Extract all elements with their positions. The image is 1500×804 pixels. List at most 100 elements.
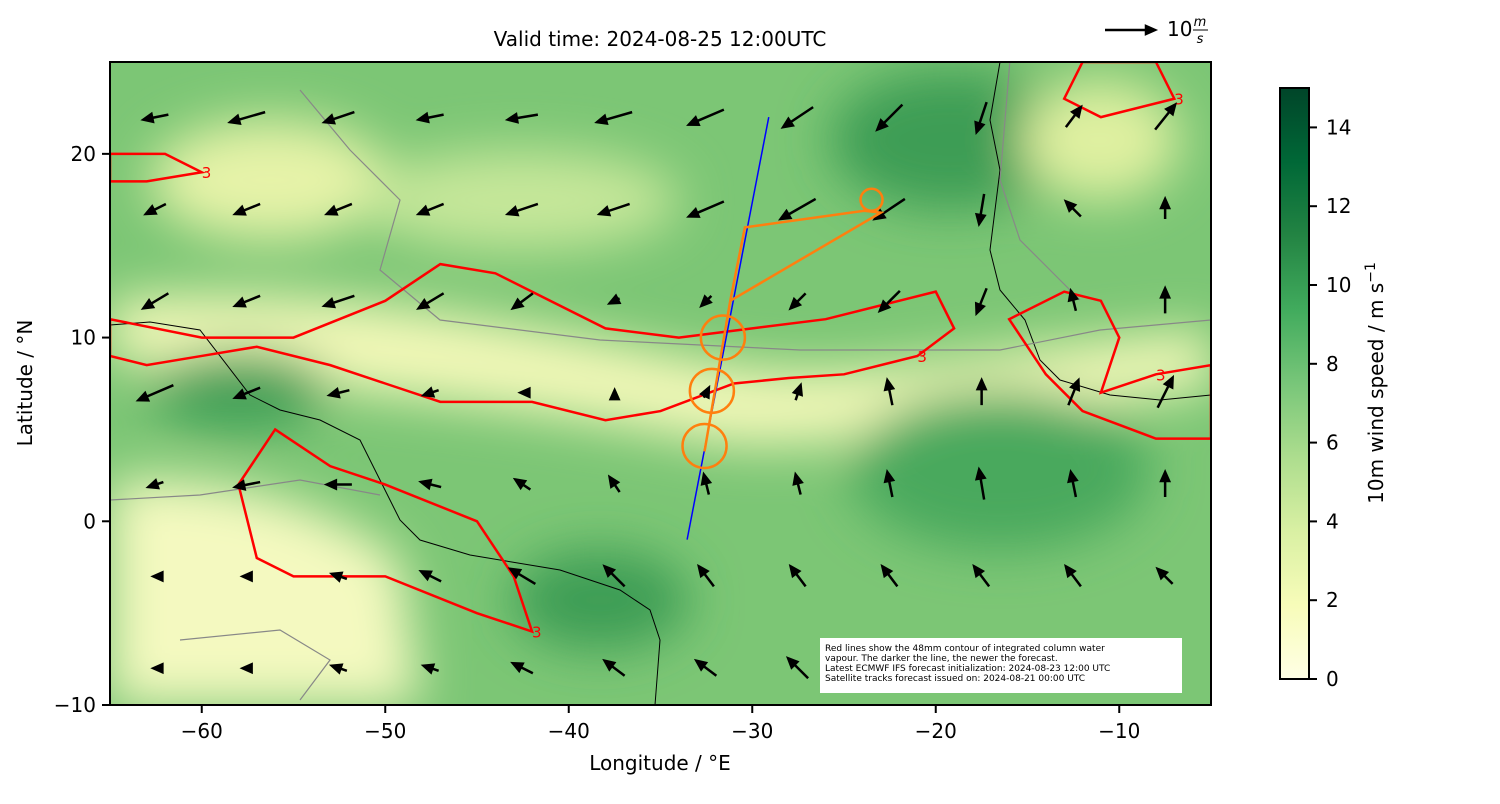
wind-arrow (239, 662, 253, 675)
colorbar-tick-label: 6 (1326, 431, 1339, 455)
note: Red lines show the 48mm contour of integ… (825, 644, 1110, 684)
track-circle (681, 422, 728, 470)
wind-arrow (602, 564, 626, 588)
wind-arrow (415, 111, 444, 124)
wind-arrow (1067, 469, 1079, 498)
wind-arrow (777, 197, 817, 221)
wind-arrow (1067, 377, 1081, 406)
wind-arrow (699, 294, 713, 309)
wind-arrow (607, 474, 621, 493)
wind-arrow (972, 563, 991, 588)
wind-arrow (232, 202, 261, 216)
wind-arrow (321, 294, 355, 309)
wind-arrow (788, 563, 807, 588)
quiver-key-unit-bottom: s (1197, 32, 1204, 47)
wind-arrow (698, 384, 711, 400)
note-line: Red lines show the 48mm contour of integ… (825, 644, 1105, 654)
track-circle (859, 187, 884, 213)
wind-arrow (974, 193, 987, 228)
wind-arrow (974, 101, 988, 136)
wind-arrow (686, 108, 725, 127)
wind-arrow (1067, 287, 1080, 312)
y-tick-label: −10 (54, 693, 96, 717)
colorbar-label: 10m wind speed / m s−1 (1363, 262, 1388, 504)
y-tick-label: 0 (83, 509, 96, 533)
y-tick-label: 10 (71, 326, 96, 350)
wind-arrow (700, 471, 713, 495)
x-tick-label: −60 (181, 719, 223, 743)
wind-arrow (232, 294, 261, 308)
wind-arrow (1154, 102, 1178, 131)
water-vapour-contour (110, 262, 956, 422)
wind-arrow (792, 471, 804, 495)
wind-arrow (785, 656, 810, 680)
colorbar-tick-label: 2 (1326, 588, 1339, 612)
x-tick-label: −30 (731, 719, 773, 743)
wind-arrow (510, 292, 534, 311)
wind-arrow (1159, 468, 1172, 498)
wind-arrow (517, 386, 531, 399)
wind-arrow (791, 382, 804, 401)
colorbar (1279, 87, 1310, 680)
coastline (989, 62, 1211, 401)
wind-arrow (507, 567, 537, 585)
wind-arrow (510, 661, 534, 675)
colorbar-tick-label: 14 (1326, 115, 1351, 139)
wind-arrow (512, 477, 532, 491)
wind-arrow (415, 292, 445, 310)
wind-arrow (596, 202, 631, 217)
plot-frame (109, 61, 1212, 706)
wind-arrow (328, 663, 348, 675)
note-line: Satellite tracks forecast issued on: 202… (825, 674, 1085, 684)
wind-arrow (883, 377, 896, 406)
wind-arrow (143, 202, 167, 216)
wind-arrow (974, 287, 988, 317)
data-layer: 3 3 3 3 3 (110, 62, 1211, 680)
wind-arrow (594, 110, 633, 125)
contour-label: 3 (1174, 91, 1184, 109)
contour-label: 3 (532, 624, 542, 642)
x-axis-label: Longitude / °E (589, 751, 731, 775)
colorbar-tick-label: 12 (1326, 194, 1351, 218)
wind-arrow (232, 479, 261, 491)
wind-field-shading (110, 70, 1211, 705)
wind-arrow (608, 387, 621, 401)
wind-arrow (875, 103, 904, 132)
colorbar-tick-label: 10 (1326, 273, 1351, 297)
wind-arrow (606, 293, 622, 305)
track-circle (688, 367, 736, 415)
wind-arrow (418, 570, 442, 583)
wind-arrow (324, 202, 353, 216)
colorbar-label-text: 10m wind speed / m s (1364, 283, 1388, 504)
wind-arrow (140, 292, 170, 310)
flight-track (703, 209, 885, 452)
wind-arrow (150, 662, 164, 675)
wind-arrow (227, 110, 266, 125)
satellite-track (686, 116, 770, 540)
wind-arrow (1063, 199, 1082, 218)
wind-arrow (145, 478, 164, 490)
wind-arrow (974, 466, 987, 500)
x-tick-label: −20 (915, 719, 957, 743)
y-tick-label: 20 (71, 142, 96, 166)
wind-arrow (232, 386, 261, 400)
wind-arrow (877, 289, 901, 314)
water-vapour-contour (1062, 62, 1177, 119)
chart-title: Valid time: 2024-08-25 12:00UTC (494, 27, 827, 51)
note-line: Latest ECMWF IFS forecast initialization… (825, 664, 1110, 674)
quiver-key-unit-top: m (1194, 15, 1207, 30)
colorbar-label-sup: −1 (1363, 262, 1379, 283)
wind-arrow (239, 570, 253, 583)
contour-label: 3 (1156, 366, 1166, 384)
gray-contour (110, 62, 1211, 701)
wind-arrow (328, 571, 348, 583)
wind-arrow (1155, 566, 1174, 585)
colorbar-tick-label: 0 (1326, 667, 1339, 691)
coastline (110, 321, 661, 705)
contour-label: 3 (917, 348, 927, 366)
water-vapour-contour (110, 152, 206, 183)
wind-arrow (504, 202, 539, 217)
wind-arrow (135, 384, 174, 402)
track-circle (699, 314, 747, 361)
